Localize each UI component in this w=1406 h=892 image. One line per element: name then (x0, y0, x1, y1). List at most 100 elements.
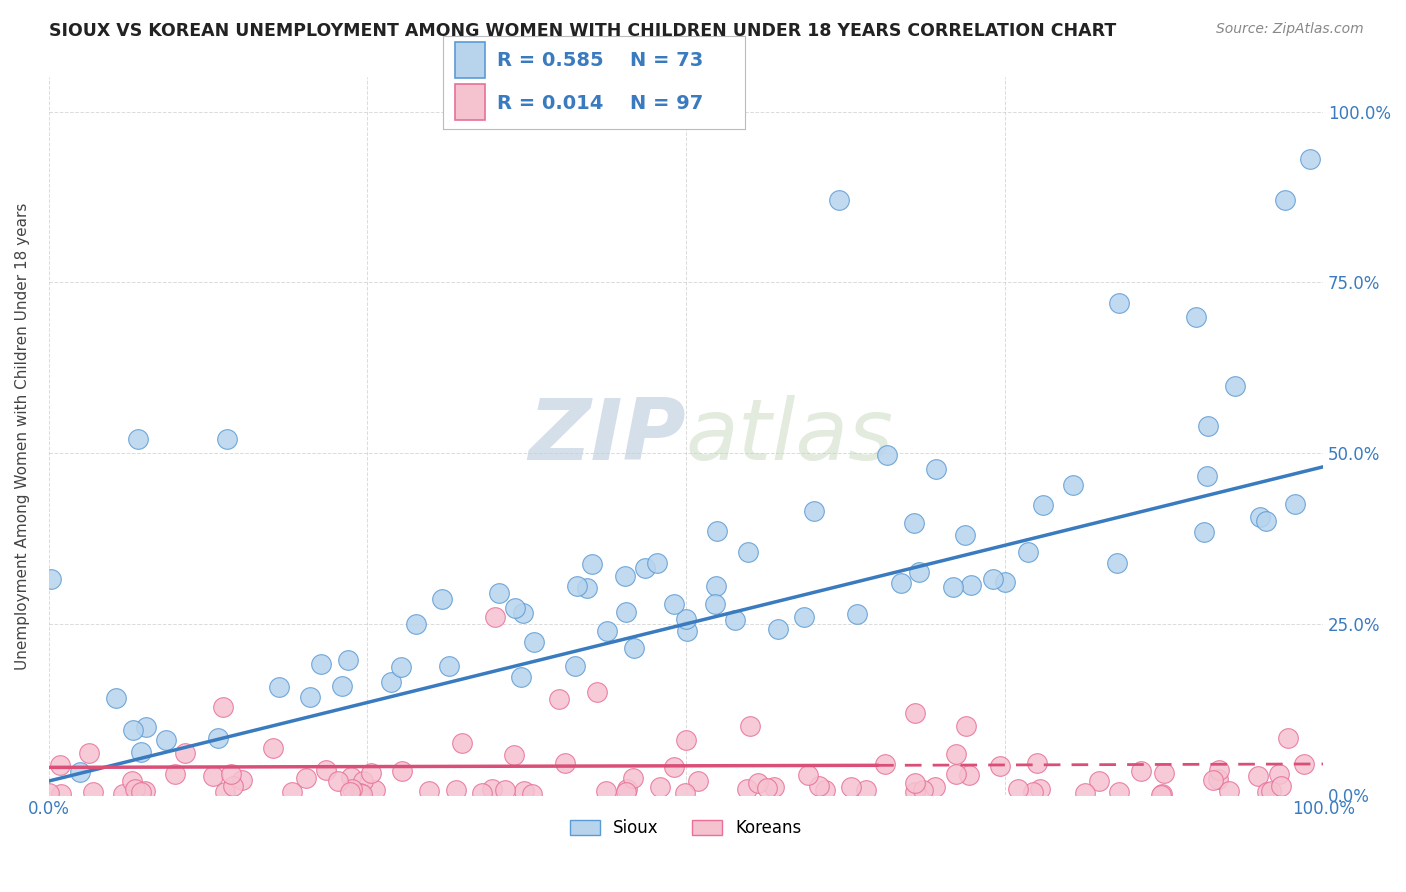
Point (1277, 731, 1299, 746)
Point (673, 786, 696, 800)
Point (105, 690, 128, 705)
Point (957, 768, 980, 782)
Point (121, 774, 143, 789)
Point (924, 780, 946, 794)
Point (841, 780, 863, 794)
Point (69, 765, 91, 780)
Point (814, 783, 837, 797)
Point (484, 610, 506, 624)
Point (768, 622, 790, 636)
Point (564, 659, 586, 673)
Point (1247, 769, 1270, 783)
Point (262, 740, 284, 755)
Point (1017, 545, 1039, 559)
Point (912, 783, 935, 797)
Point (437, 658, 460, 673)
Point (1192, 524, 1215, 539)
Point (793, 610, 815, 624)
Legend: Sioux, Koreans: Sioux, Koreans (564, 813, 808, 844)
Point (675, 733, 697, 747)
Point (676, 624, 699, 639)
Point (737, 781, 759, 796)
Point (326, 773, 349, 788)
Point (650, 780, 672, 795)
Point (129, 746, 152, 760)
Point (846, 607, 869, 622)
Point (39, 572, 62, 586)
Point (981, 572, 1004, 586)
Point (294, 772, 316, 786)
Text: Source: ZipAtlas.com: Source: ZipAtlas.com (1216, 22, 1364, 37)
Point (267, 681, 290, 695)
Point (173, 746, 195, 760)
Point (1184, 310, 1206, 324)
Y-axis label: Unemployment Among Women with Children Under 18 years: Unemployment Among Women with Children U… (15, 202, 30, 670)
Text: R = 0.014: R = 0.014 (498, 94, 603, 112)
Point (503, 601, 526, 615)
Point (219, 767, 242, 781)
Point (621, 771, 644, 785)
Point (796, 767, 818, 781)
Point (662, 597, 685, 611)
Point (1197, 418, 1219, 433)
Point (502, 748, 524, 763)
Point (613, 568, 636, 582)
Point (645, 556, 668, 570)
Point (1270, 779, 1292, 793)
Point (389, 660, 412, 674)
Point (614, 785, 637, 799)
Point (349, 787, 371, 801)
Point (488, 586, 510, 600)
Point (202, 769, 225, 783)
Point (1249, 509, 1271, 524)
Point (155, 732, 177, 747)
Point (747, 775, 769, 789)
Point (595, 784, 617, 798)
Point (1026, 756, 1049, 770)
Point (724, 613, 747, 627)
Point (49, 787, 72, 801)
Point (418, 784, 440, 798)
FancyBboxPatch shape (456, 85, 485, 120)
Point (134, 784, 156, 798)
Point (1007, 781, 1029, 796)
Point (471, 785, 494, 799)
Point (315, 764, 337, 778)
Point (340, 782, 363, 797)
Point (904, 706, 927, 720)
Point (686, 773, 709, 788)
Point (1256, 785, 1278, 799)
Point (79, 746, 101, 760)
Point (756, 780, 779, 795)
Point (481, 782, 503, 797)
Point (942, 580, 965, 594)
Point (1105, 556, 1128, 570)
Point (904, 785, 927, 799)
Point (675, 612, 697, 626)
Point (330, 679, 353, 693)
Point (585, 685, 607, 699)
Point (38, 786, 60, 800)
Point (925, 462, 948, 476)
Point (1108, 296, 1130, 310)
Point (1029, 782, 1052, 797)
Point (163, 767, 186, 781)
Point (339, 785, 361, 799)
Text: ZIP: ZIP (529, 394, 686, 477)
Point (1022, 785, 1045, 799)
Point (1153, 766, 1175, 780)
Point (494, 782, 516, 797)
Point (988, 758, 1011, 772)
Point (623, 640, 645, 655)
Point (1260, 784, 1282, 798)
Point (1225, 379, 1247, 393)
Point (1284, 497, 1306, 511)
Point (567, 579, 589, 593)
Point (554, 756, 576, 770)
Point (281, 784, 304, 798)
Point (1032, 498, 1054, 512)
Point (214, 785, 236, 799)
Point (762, 780, 785, 794)
Point (1073, 786, 1095, 800)
Point (576, 581, 599, 595)
